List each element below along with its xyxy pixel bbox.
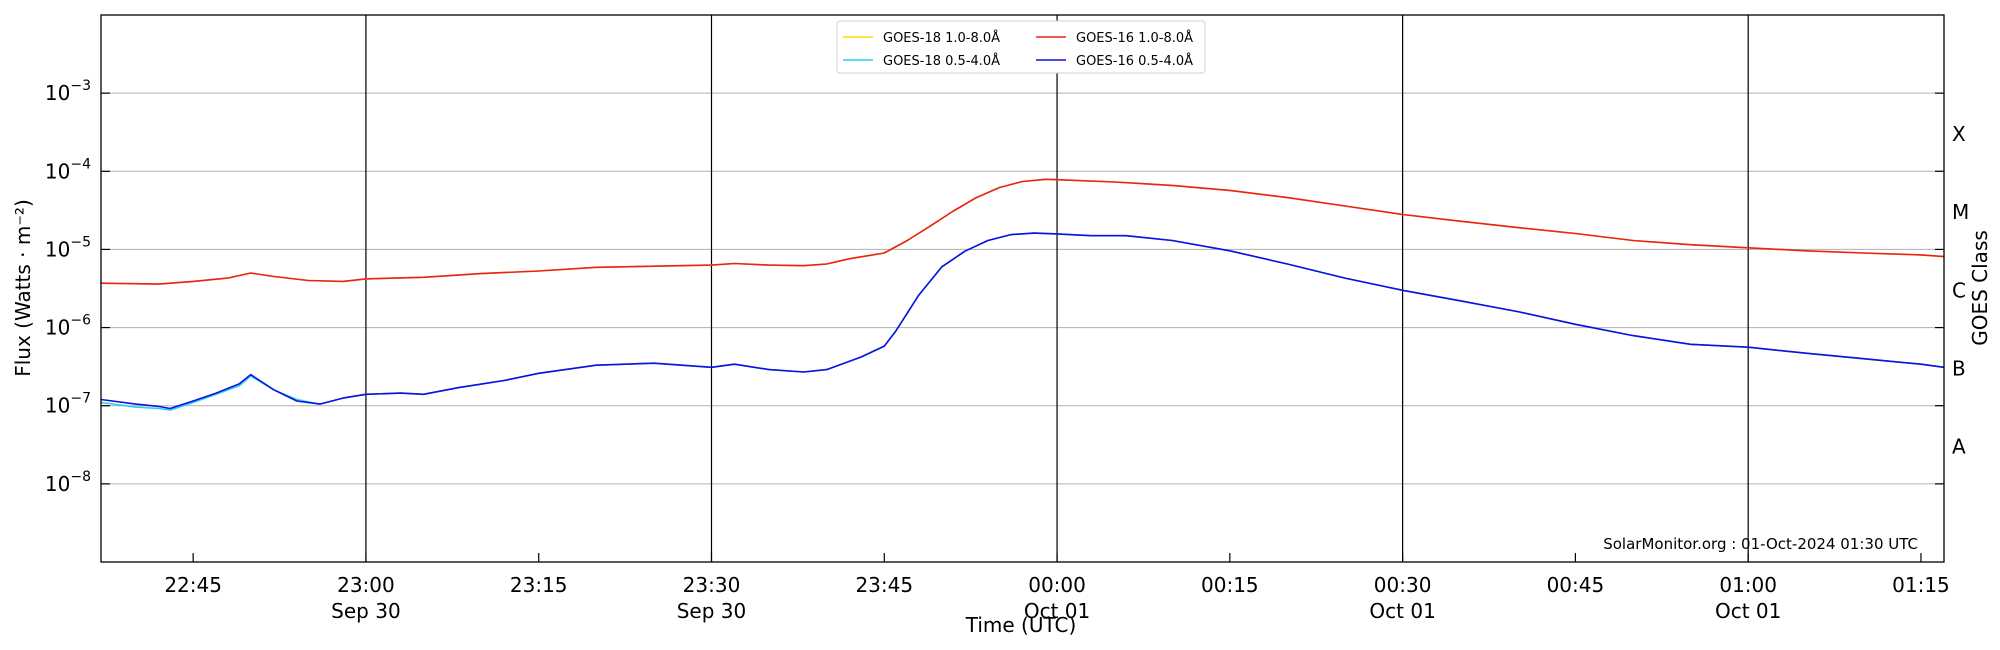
legend-label-2: GOES-16 1.0-8.0Å [1076,30,1193,46]
goes-class-label-3: M [1952,200,1969,224]
legend-label-1: GOES-18 0.5-4.0Å [883,53,1000,69]
vertical-lines-layer [365,15,1749,562]
x-tick-label-4: 23:45 [855,573,913,597]
plot-frame [100,14,1945,563]
x-tick-sublabel-9: Oct 01 [1715,599,1781,623]
x-tick-label-9: 01:00 [1719,573,1777,597]
x-tick-label-6: 00:15 [1201,573,1259,597]
series-layer [100,178,1945,411]
x-tick-label-2: 23:15 [510,573,568,597]
x-tick-label-0: 22:45 [164,573,222,597]
y-tick-label-4: 10−4 [45,156,91,183]
y-tick-label-5: 10−3 [45,78,91,105]
legend-label-0: GOES-18 1.0-8.0Å [883,30,1000,46]
goes-class-label-1: B [1952,356,1966,380]
x-tick-sublabel-3: Sep 30 [677,599,747,623]
y-tick-label-1: 10−7 [45,391,91,418]
x-tick-sublabel-1: Sep 30 [331,599,401,623]
x-axis-title: Time (UTC) [965,613,1077,637]
x-tick-label-7: 00:30 [1374,573,1432,597]
y-tick-label-0: 10−8 [45,469,91,496]
grid-layer [101,92,1944,485]
legend-label-3: GOES-16 0.5-4.0Å [1076,53,1193,69]
legend: GOES-18 1.0-8.0Å GOES-18 0.5-4.0Å GOES-16 … [836,20,1206,74]
x-tick-sublabel-7: Oct 01 [1369,599,1435,623]
y-tick-label-3: 10−5 [45,234,91,261]
y-axis-title: Flux (Watts · m⁻²) [11,199,35,377]
goes-class-label-0: A [1952,435,1966,459]
series-line-3 [100,232,1945,410]
goes-class-label-4: X [1952,122,1966,146]
credit-text: SolarMonitor.org : 01-Oct-2024 01:30 UTC [1603,535,1918,553]
x-tick-label-10: 01:15 [1892,573,1950,597]
series-line-1 [100,178,1945,285]
x-tick-label-1: 23:00 [337,573,395,597]
goes-class-axis-title: GOES Class [1968,230,1992,346]
x-tick-label-3: 23:30 [683,573,741,597]
goes-class-label-2: C [1952,278,1966,302]
x-tick-label-8: 00:45 [1547,573,1605,597]
y-tick-label-2: 10−6 [45,313,91,340]
x-tick-label-5: 00:00 [1028,573,1086,597]
x-tick-sublabel-5: Oct 01 [1024,599,1090,623]
plot-area [101,15,1944,562]
legend-box [836,20,1206,74]
